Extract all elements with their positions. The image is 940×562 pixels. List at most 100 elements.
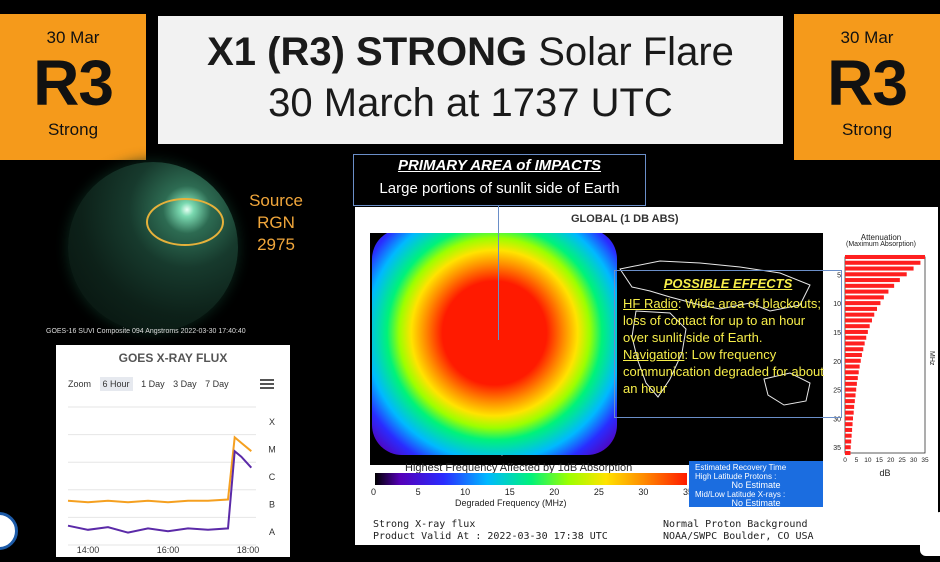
effects-hf-text: : Wide area of blackouts; loss of contac…	[623, 296, 821, 345]
attenuation-bar	[845, 335, 867, 340]
attenuation-bar	[845, 404, 855, 409]
xray-title: GOES X-RAY FLUX	[118, 351, 228, 365]
legend-tick-label: 10	[460, 487, 471, 497]
attenuation-bar	[845, 381, 857, 386]
attenuation-bar	[845, 450, 851, 456]
legend-xlabel: Degraded Frequency (MHz)	[455, 498, 567, 508]
attenuation-bar	[845, 272, 907, 277]
source-line1: Source	[249, 191, 303, 210]
legend-tick-label: 25	[593, 487, 604, 497]
attenuation-bar	[845, 324, 870, 329]
impact-pointer-line	[498, 206, 499, 340]
attenuation-x-label: dB	[879, 468, 890, 478]
footer-right-line1: Normal Proton Background	[663, 519, 808, 530]
legend-title: Highest Frequency Affected by 1dB Absorp…	[405, 462, 633, 474]
attenuation-bar	[845, 278, 900, 283]
legend-tick-label: 30	[638, 487, 649, 497]
zoom-3-day-button[interactable]: 3 Day	[173, 379, 197, 389]
attenuation-bar	[845, 410, 854, 415]
footer-left: Strong X-ray flux Product Valid At : 202…	[373, 519, 608, 543]
legend-tick-label: 20	[549, 487, 560, 497]
attenuation-bar	[845, 393, 856, 398]
attenuation-bar	[845, 427, 853, 432]
footer-left-line1: Strong X-ray flux	[373, 519, 476, 530]
xray-class-label: C	[269, 472, 276, 482]
zoom-1-day-button[interactable]: 1 Day	[141, 379, 165, 389]
attenuation-y-tick: 20	[833, 359, 841, 366]
zoom-label: Zoom	[68, 379, 92, 389]
attenuation-bar	[845, 318, 872, 323]
absorption-region	[372, 233, 617, 455]
attenuation-bar	[845, 387, 857, 392]
attenuation-x-tick: 25	[899, 457, 907, 464]
impact-title: PRIMARY AREA of IMPACTS	[397, 157, 602, 174]
footer-left-line2: Product Valid At : 2022-03-30 17:38 UTC	[373, 531, 608, 542]
footer-right-line2: NOAA/SWPC Boulder, CO USA	[663, 531, 814, 542]
suvi-caption: GOES-16 SUVI Composite 094 Angstroms 202…	[46, 328, 246, 335]
attenuation-chart: Attenuation (Maximum Absorption) 5 10 15 20…	[827, 231, 935, 481]
source-region-ellipse	[146, 198, 224, 246]
menu-icon[interactable]	[260, 379, 274, 389]
xray-short-series-line	[67, 449, 253, 534]
attenuation-y-tick: 30	[833, 416, 841, 423]
legend-tick-label: 15	[504, 487, 515, 497]
xray-time-label: 18:00	[237, 545, 260, 555]
impact-text: Large portions of sunlit side of Earth	[379, 180, 620, 197]
recovery-mll-value: No Estimate	[731, 498, 781, 508]
attenuation-y-tick: 15	[833, 330, 841, 337]
attenuation-y-tick: 25	[833, 388, 841, 395]
effects-nav: Navigation: Low frequency communication …	[623, 346, 833, 397]
recovery-hlp-value: No Estimate	[731, 480, 781, 490]
sun-disk	[68, 162, 238, 332]
attenuation-y-tick: 35	[833, 445, 841, 452]
recovery-hlp-label: High Latitude Protons :	[695, 472, 777, 481]
attenuation-bar	[845, 422, 853, 427]
attenuation-y-tick: 10	[833, 301, 841, 308]
attenuation-bar	[845, 352, 862, 358]
source-label: Source RGN 2975	[236, 190, 316, 256]
attenuation-bar	[845, 399, 855, 404]
legend-tick-label: 35	[683, 487, 694, 497]
nws-logo	[920, 512, 940, 556]
attenuation-bar	[845, 364, 860, 369]
title-line2: 30 March at 1737 UTC	[268, 81, 673, 125]
source-line2: RGN 2975	[257, 213, 295, 254]
badge-label: Strong	[47, 120, 99, 139]
attenuation-bar	[845, 439, 852, 444]
attenuation-x-tick: 5	[855, 457, 859, 464]
attenuation-bar	[845, 266, 914, 271]
r3-badge-left: 30 Mar R3 Strong	[0, 14, 146, 160]
title-bold: X1 (R3) STRONG	[207, 30, 528, 74]
zoom-6-hour-button[interactable]: 6 Hour	[99, 377, 133, 391]
attenuation-x-tick: 30	[910, 457, 918, 464]
attenuation-bar	[845, 341, 865, 346]
zoom-7-day-button[interactable]: 7 Day	[205, 379, 229, 389]
badge-label: Strong	[841, 120, 893, 139]
attenuation-bar	[845, 433, 852, 438]
xray-flux-panel: GOES X-RAY FLUX Zoom 6 Hour 1 Day 3 Day …	[56, 345, 290, 557]
attenuation-x-tick: 15	[876, 457, 884, 464]
footer-right: Normal Proton Background NOAA/SWPC Bould…	[663, 519, 814, 543]
attenuation-bar	[845, 260, 921, 265]
legend-tick-label: 5	[415, 487, 421, 497]
xray-class-label: B	[269, 500, 275, 510]
effects-nav-label: Navigation	[623, 347, 685, 362]
badge-date: 30 Mar	[46, 28, 100, 47]
attenuation-bar	[845, 329, 868, 334]
attenuation-bar	[845, 376, 858, 381]
attenuation-y-label: MHz	[928, 351, 935, 366]
recovery-box: Estimated Recovery Time High Latitude Pr…	[689, 461, 823, 508]
effects-nav-text: : Low frequency communication degraded f…	[623, 347, 824, 396]
xray-long-series-line	[67, 435, 252, 504]
attenuation-bar	[845, 358, 861, 363]
attenuation-title: Attenuation	[860, 233, 902, 242]
drap-global-panel: GLOBAL (1 DB ABS) Attenuation (Maximum A…	[355, 207, 938, 545]
attenuation-subtitle: (Maximum Absorption)	[845, 241, 917, 248]
effects-hf-label: HF Radio	[623, 296, 678, 311]
attenuation-bar	[845, 289, 889, 294]
badge-date: 30 Mar	[840, 28, 894, 47]
badge-level: R3	[33, 47, 114, 119]
recovery-heading: Estimated Recovery Time	[695, 463, 787, 472]
legend-colorbar	[375, 473, 687, 485]
